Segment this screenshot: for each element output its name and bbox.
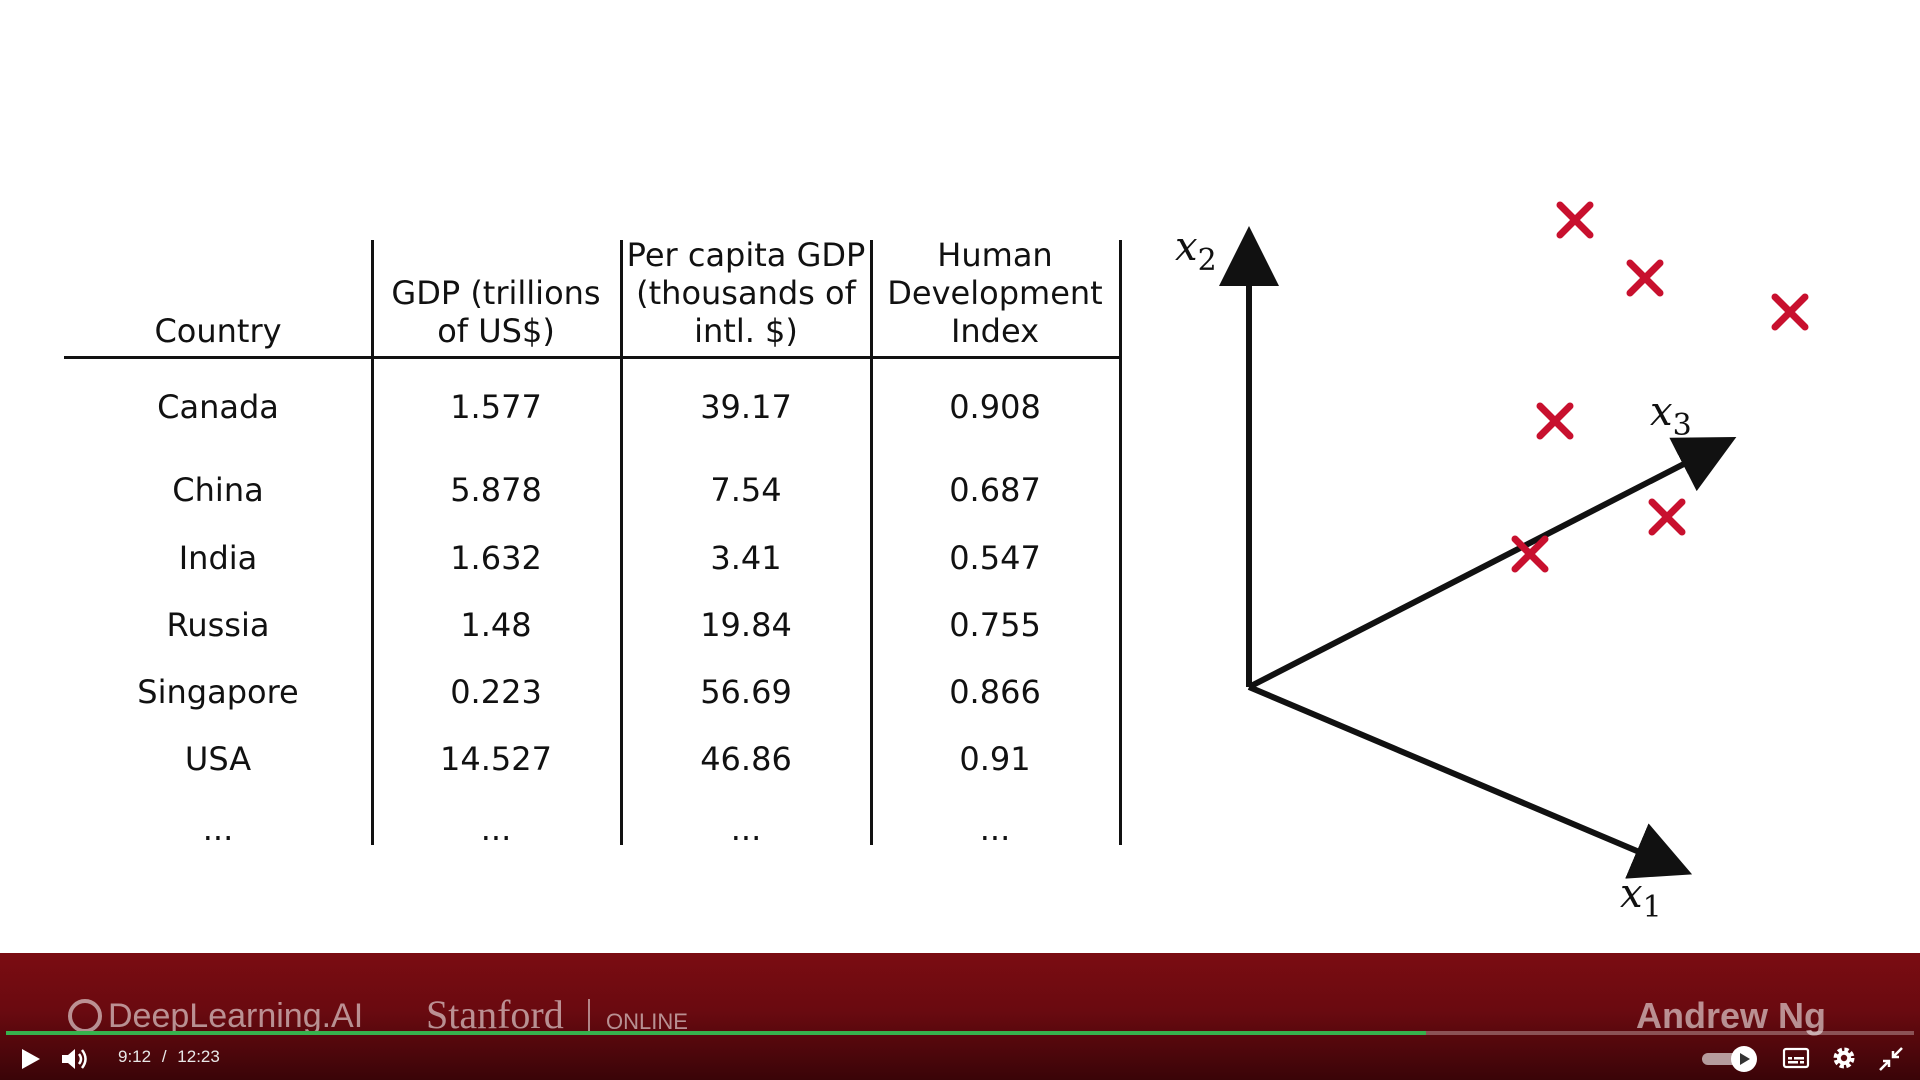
3d-feature-plot: x2 x3 x1	[1175, 201, 1809, 925]
table-header-cell: Country	[68, 312, 368, 350]
table-cell: 39.17	[700, 388, 792, 426]
exit-fullscreen-icon[interactable]	[1878, 1046, 1904, 1072]
country-data-table: Country GDP (trillions of US$) Per capita G…	[64, 236, 1122, 848]
deeplearning-logo-text: DeepLearning.AI	[108, 997, 364, 1035]
table-cell: 0.547	[949, 539, 1041, 577]
table-header-line: intl. $)	[694, 312, 798, 350]
x3-axis	[1247, 437, 1737, 690]
branding-strip: DeepLearning.AI Stanford ONLINE Andrew N…	[0, 953, 1920, 1037]
table-cell: 19.84	[700, 606, 792, 644]
data-point-marker	[1626, 259, 1664, 297]
table-header-line: Index	[950, 312, 1040, 350]
time-separator: /	[161, 1047, 167, 1066]
table-cell: 3.41	[710, 539, 782, 577]
table-cell: Canada	[157, 388, 279, 426]
table-header-cell: GDP (trillions of US$)	[371, 274, 621, 350]
autoplay-toggle-icon[interactable]	[1700, 1045, 1758, 1073]
table-cell: 0.687	[949, 471, 1041, 509]
volume-icon[interactable]	[60, 1046, 88, 1072]
player-controls: 9:12 / 12:23	[0, 1037, 1920, 1080]
table-ellipsis-cell: ...	[730, 810, 762, 848]
logo-divider	[588, 999, 590, 1031]
table-cell: 0.91	[959, 740, 1031, 778]
table-cell: 1.48	[460, 606, 532, 644]
table-column-divider	[870, 240, 873, 845]
table-cell: 1.577	[450, 388, 542, 426]
table-header-line: Per capita GDP	[626, 236, 866, 274]
x1-axis	[1247, 684, 1693, 879]
captions-icon[interactable]	[1782, 1046, 1810, 1070]
x2-axis-label: x2	[1175, 224, 1217, 278]
table-cell: 0.755	[949, 606, 1041, 644]
x1-axis-label: x1	[1620, 871, 1662, 925]
table-header-cell: Human Development Index	[870, 236, 1120, 350]
table-cell: 56.69	[700, 673, 792, 711]
table-cell: Singapore	[137, 673, 299, 711]
table-header-line: Development	[887, 274, 1103, 312]
table-cell: Russia	[166, 606, 270, 644]
data-point-marker	[1536, 402, 1574, 440]
duration: 12:23	[177, 1047, 220, 1066]
table-cell: 1.632	[450, 539, 542, 577]
table-cell: USA	[184, 740, 252, 778]
table-ellipsis-cell: ...	[480, 810, 512, 848]
table-header-line: GDP (trillions	[391, 274, 601, 312]
table-cell: China	[172, 471, 264, 509]
table-ellipsis-cell: ...	[202, 810, 234, 848]
progress-bar[interactable]	[6, 1031, 1914, 1035]
table-header-cell: Per capita GDP (thousands of intl. $)	[621, 236, 871, 350]
data-point-marker	[1511, 535, 1549, 573]
table-cell: 0.908	[949, 388, 1041, 426]
data-point-marker	[1771, 293, 1809, 331]
table-header-line: of US$)	[437, 312, 555, 350]
table-cell: 46.86	[700, 740, 792, 778]
instructor-name: Andrew Ng	[1636, 995, 1827, 1036]
table-column-divider	[1119, 240, 1122, 845]
gear-icon[interactable]	[1830, 1044, 1858, 1072]
table-header-line: Human	[937, 236, 1053, 274]
table-header-line: (thousands of	[636, 274, 856, 312]
stanford-logo: Stanford	[426, 992, 564, 1037]
x3-axis-label: x3	[1650, 389, 1692, 443]
table-header-divider	[64, 356, 1122, 359]
current-time: 9:12	[118, 1047, 152, 1066]
table-column-divider	[620, 240, 623, 845]
table-header-line: Country	[154, 312, 282, 350]
data-point-marker	[1648, 498, 1686, 536]
table-cell: 0.223	[450, 673, 542, 711]
stanford-online-text: ONLINE	[606, 1009, 688, 1034]
deeplearning-logo-icon	[68, 999, 102, 1033]
table-cell: 7.54	[710, 471, 782, 509]
table-column-divider	[371, 240, 374, 845]
table-cell: 5.878	[450, 471, 542, 509]
table-ellipsis-cell: ...	[979, 810, 1011, 848]
progress-bar-fill	[6, 1031, 1426, 1035]
time-display: 9:12 / 12:23	[118, 1047, 220, 1067]
table-cell: 0.866	[949, 673, 1041, 711]
table-cell: 14.527	[440, 740, 552, 778]
data-point-marker	[1556, 201, 1594, 239]
data-point-markers	[1511, 201, 1809, 573]
play-icon[interactable]	[18, 1047, 42, 1071]
table-cell: India	[178, 539, 258, 577]
lecture-slide: Country GDP (trillions of US$) Per capita G…	[64, 201, 1809, 925]
video-player-bar: DeepLearning.AI Stanford ONLINE Andrew N…	[0, 953, 1920, 1080]
